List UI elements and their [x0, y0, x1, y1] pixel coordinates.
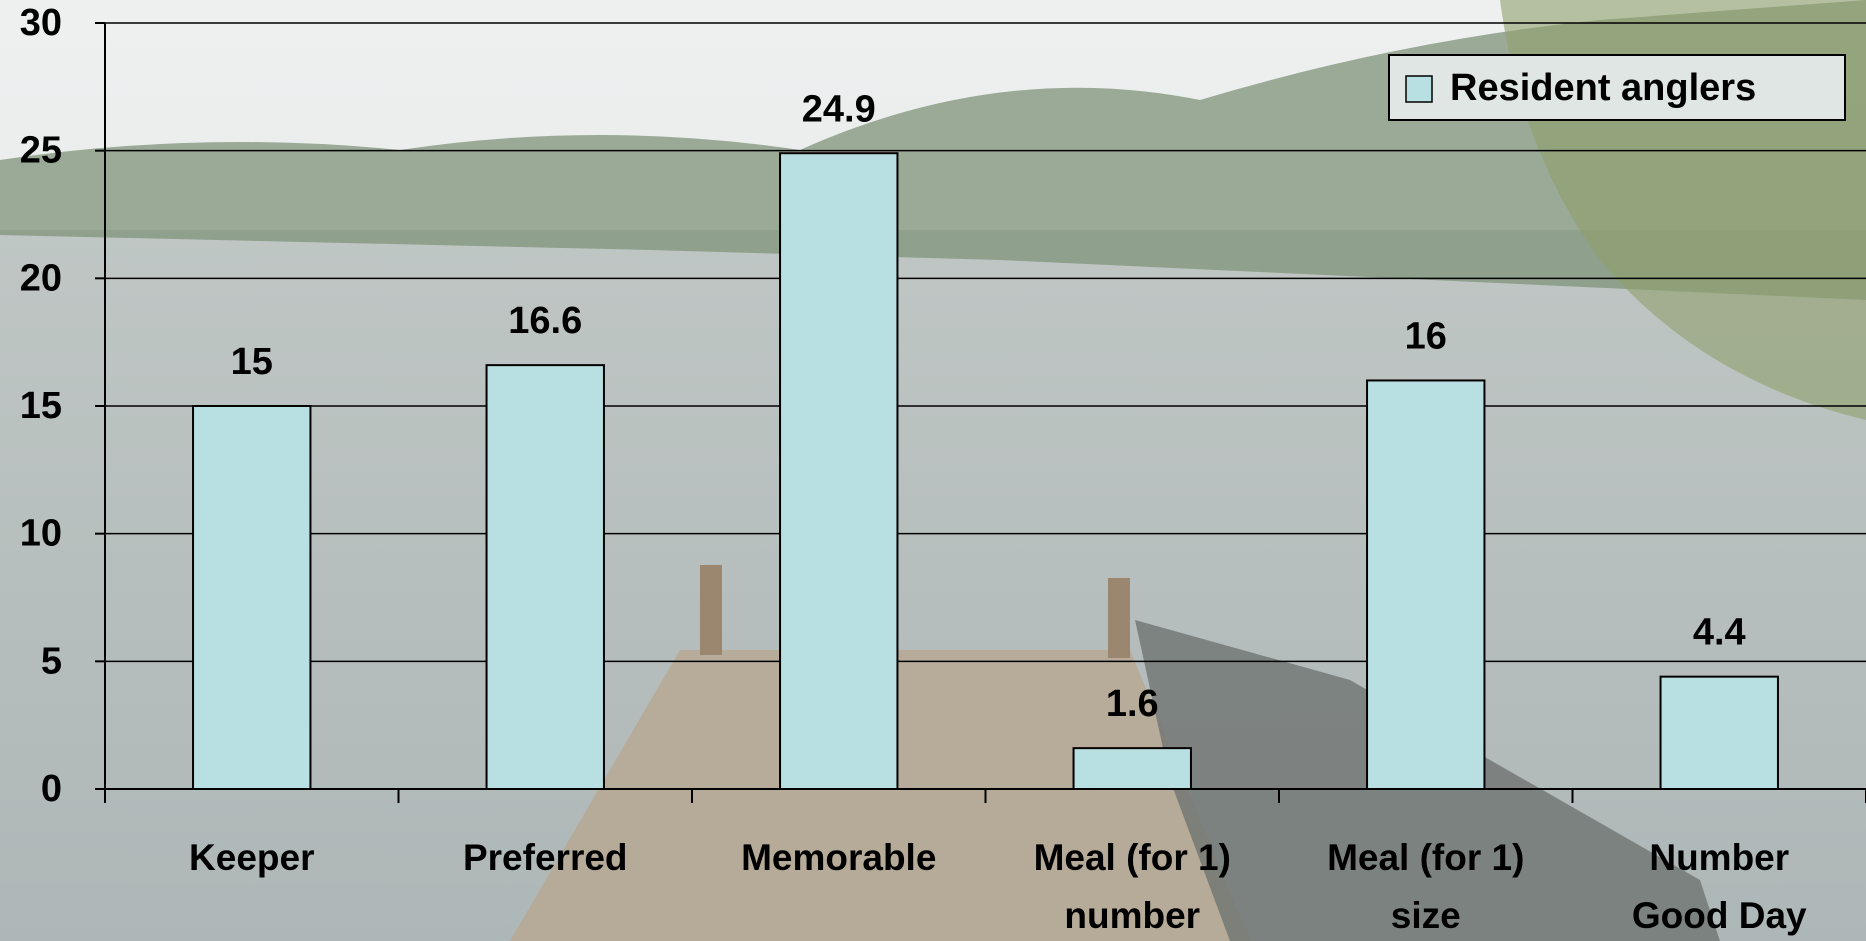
- x-tick-label: Preferred: [462, 837, 628, 878]
- bar: [1659, 675, 1779, 790]
- value-label: 16: [1405, 315, 1447, 357]
- x-tick-label: Meal (for 1) number: [1033, 837, 1231, 936]
- value-label: 1.6: [1106, 683, 1159, 725]
- y-tick-label: 5: [41, 640, 62, 682]
- value-label: 24.9: [802, 88, 876, 130]
- y-tick-label: 30: [20, 2, 62, 44]
- y-tick-label: 10: [20, 513, 62, 555]
- value-label: 16.6: [508, 300, 582, 342]
- y-tick-label: 25: [20, 130, 62, 172]
- legend-box: [1388, 54, 1846, 121]
- axes: 0 5 10 15 20 25 30 15 16.6 24.9 1.6 16 4.4: [20, 2, 1866, 810]
- legend: Resident anglers: [1388, 54, 1846, 121]
- bar: [485, 364, 605, 790]
- x-tick-label: Number Good Day: [1631, 837, 1807, 936]
- x-tick-label: Keeper: [189, 837, 315, 878]
- bar: [1072, 747, 1192, 790]
- x-tick-label: Memorable: [741, 837, 937, 878]
- value-label: 4.4: [1693, 612, 1746, 654]
- legend-swatch: [1405, 75, 1433, 103]
- bar: [779, 152, 899, 791]
- bar: [192, 405, 312, 790]
- legend-label: Resident anglers: [1450, 67, 1756, 109]
- y-tick-label: 0: [41, 768, 62, 810]
- value-label: 15: [231, 341, 273, 383]
- y-tick-label: 20: [20, 257, 62, 299]
- x-tick-label: Meal (for 1) size: [1327, 837, 1525, 936]
- bar: [1366, 379, 1486, 790]
- y-tick-label: 15: [20, 385, 62, 427]
